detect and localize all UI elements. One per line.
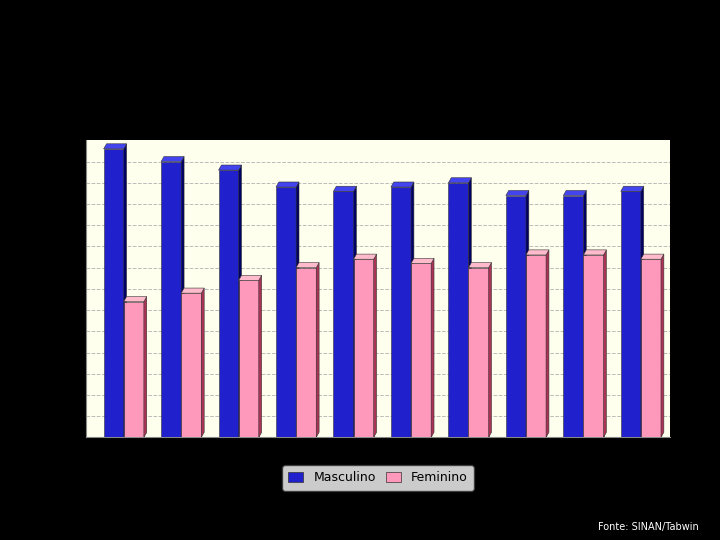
Polygon shape xyxy=(641,186,644,437)
Polygon shape xyxy=(391,182,414,187)
Polygon shape xyxy=(449,183,469,437)
Polygon shape xyxy=(144,296,147,437)
Polygon shape xyxy=(354,186,356,437)
Polygon shape xyxy=(296,182,299,437)
Polygon shape xyxy=(104,149,124,437)
Polygon shape xyxy=(354,254,377,259)
Polygon shape xyxy=(583,255,603,437)
Polygon shape xyxy=(316,262,319,437)
Polygon shape xyxy=(469,262,492,268)
Polygon shape xyxy=(181,288,204,293)
Polygon shape xyxy=(181,293,202,437)
Polygon shape xyxy=(603,250,606,437)
Polygon shape xyxy=(526,191,528,437)
Polygon shape xyxy=(431,258,434,437)
Polygon shape xyxy=(219,165,241,170)
Polygon shape xyxy=(411,258,434,264)
Polygon shape xyxy=(526,255,546,437)
Polygon shape xyxy=(546,250,549,437)
Polygon shape xyxy=(181,157,184,437)
Polygon shape xyxy=(238,280,258,437)
Polygon shape xyxy=(219,170,238,437)
Polygon shape xyxy=(621,191,641,437)
Polygon shape xyxy=(506,195,526,437)
Polygon shape xyxy=(563,191,586,195)
Polygon shape xyxy=(583,250,606,255)
Polygon shape xyxy=(411,182,414,437)
Text: Fig. 3 – Casos de Aids notificados à SES/RS, distribuição por sexo.: Fig. 3 – Casos de Aids notificados à SES… xyxy=(58,25,698,45)
Polygon shape xyxy=(526,250,549,255)
Polygon shape xyxy=(276,182,299,187)
Polygon shape xyxy=(333,186,356,191)
Polygon shape xyxy=(296,262,319,268)
Polygon shape xyxy=(489,262,492,437)
Polygon shape xyxy=(469,178,472,437)
Polygon shape xyxy=(641,259,661,437)
Polygon shape xyxy=(374,254,377,437)
Polygon shape xyxy=(124,296,147,302)
Polygon shape xyxy=(124,302,144,437)
Polygon shape xyxy=(238,275,261,280)
Polygon shape xyxy=(583,191,586,437)
Polygon shape xyxy=(124,144,127,437)
Polygon shape xyxy=(641,254,664,259)
Polygon shape xyxy=(411,264,431,437)
Polygon shape xyxy=(333,191,354,437)
Polygon shape xyxy=(661,254,664,437)
Polygon shape xyxy=(391,187,411,437)
Polygon shape xyxy=(161,157,184,161)
Polygon shape xyxy=(104,144,127,149)
Legend: Masculino, Feminino: Masculino, Feminino xyxy=(282,465,474,490)
Polygon shape xyxy=(354,259,374,437)
Polygon shape xyxy=(238,165,241,437)
Polygon shape xyxy=(202,288,204,437)
Polygon shape xyxy=(296,268,316,437)
Polygon shape xyxy=(276,187,296,437)
Polygon shape xyxy=(506,191,528,195)
Polygon shape xyxy=(563,195,583,437)
Text: Fonte: SINAN/Tabwin: Fonte: SINAN/Tabwin xyxy=(598,522,698,532)
Polygon shape xyxy=(621,186,644,191)
Polygon shape xyxy=(449,178,472,183)
Polygon shape xyxy=(161,161,181,437)
Polygon shape xyxy=(258,275,261,437)
Polygon shape xyxy=(469,268,489,437)
